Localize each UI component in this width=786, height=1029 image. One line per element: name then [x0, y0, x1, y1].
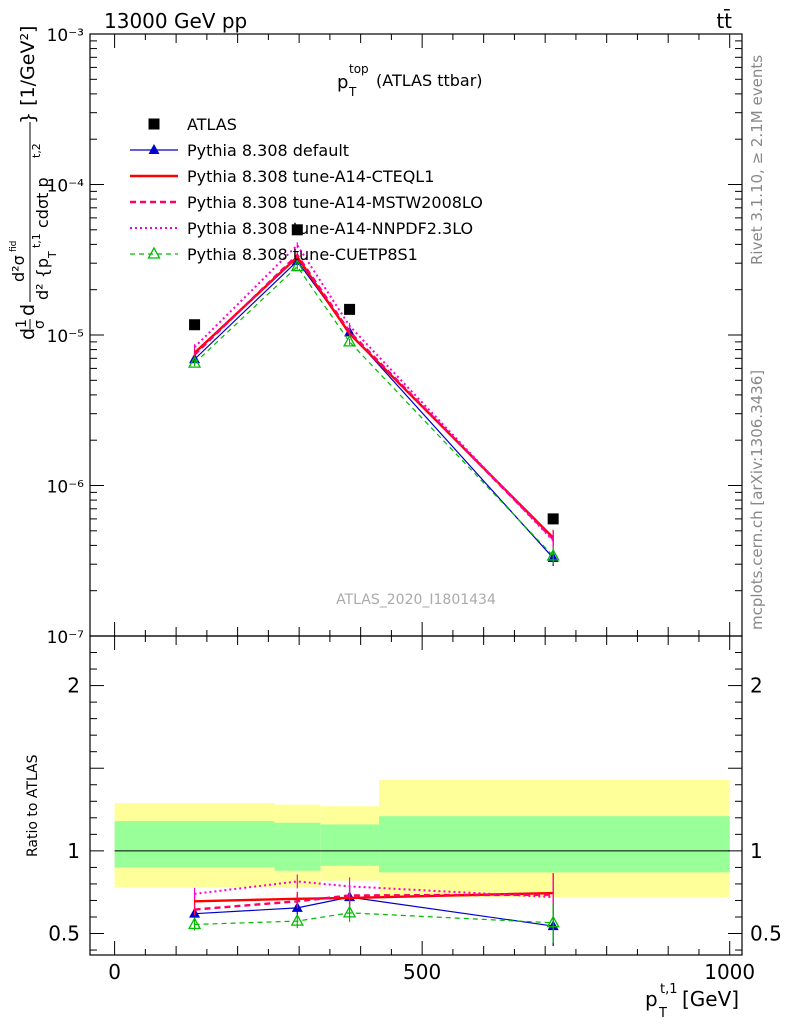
main-cuetp8s1-line — [194, 265, 554, 557]
main-nnpdf-line — [193, 243, 554, 542]
legend-default-marker — [148, 144, 160, 154]
ratio-panel: 0.5 0.5 1 1 2 2 0 500 1000 — [48, 34, 782, 984]
legend-mstw-label: Pythia 8.308 tune-A14-MSTW2008LO — [187, 193, 483, 212]
atlas-data-point — [547, 513, 559, 525]
process-label: tt̄ — [716, 8, 732, 33]
y-tick-label: 10⁻⁴ — [47, 177, 85, 197]
ratio-y-tick-label-right: 1 — [750, 839, 763, 863]
legend-default-label: Pythia 8.308 default — [187, 141, 349, 160]
y-tick-label: 10⁻⁵ — [47, 327, 84, 347]
main-cuetp8s1-point — [187, 355, 202, 368]
ratio-y-tick-label-left: 2 — [67, 674, 80, 698]
ratio-cuetp8s1-point — [342, 905, 357, 918]
ratio-ylabel: Ratio to ATLAS — [25, 754, 41, 857]
ylabel-h: T — [46, 251, 59, 259]
x-tick-label: 500 — [403, 960, 441, 984]
ratio-y-tick-label-left: 1 — [67, 839, 80, 863]
xlabel-main: p — [645, 987, 658, 1011]
xlabel-sup: t,1 — [660, 982, 678, 997]
ratio-cuetp8s1-point — [187, 917, 202, 930]
main-title: p top T (ATLAS ttbar) — [337, 62, 483, 99]
ylabel-f: fid — [9, 241, 19, 252]
source-label: mcplots.cern.ch [arXiv:1306.3436] — [748, 370, 766, 630]
ratio-band-inner — [114, 821, 275, 868]
rivet-label: Rivet 3.1.10, ≥ 2.1M events — [748, 55, 766, 265]
legend-item-mstw: Pythia 8.308 tune-A14-MSTW2008LO — [130, 193, 483, 212]
legend-item-cuetp8s1: Pythia 8.308 tune-CUETP8S1 — [130, 245, 418, 264]
legend-cteql1-label: Pythia 8.308 tune-A14-CTEQL1 — [187, 167, 434, 186]
legend-item-default: Pythia 8.308 default — [130, 141, 349, 160]
ylabel-i: t,1 — [30, 233, 43, 248]
main-default-line — [194, 260, 554, 559]
main-mstw-line — [193, 253, 555, 541]
ratio-band-inner — [274, 822, 321, 871]
ylabel-g: d² {p — [33, 258, 52, 300]
atlas-data-point — [344, 303, 356, 315]
ratio-cuetp8s1-line — [194, 912, 554, 926]
x-tick-label: 1000 — [704, 960, 755, 984]
main-ylabel: d 1 σ d d²σ fid d² {p T t,1 cdσt p t,2 }… — [9, 26, 59, 340]
ratio-frame — [89, 635, 743, 956]
svg-text:p: p — [337, 72, 348, 93]
main-cteql1-line — [193, 255, 555, 539]
analysis-watermark: ATLAS_2020_I1801434 — [336, 592, 496, 608]
ylabel-k: t,2 — [30, 143, 43, 158]
svg-text:d: d — [17, 328, 39, 340]
title-sub: T — [348, 85, 357, 99]
legend-cuetp8s1-marker — [147, 246, 161, 259]
legend-atlas-marker — [148, 118, 160, 130]
title-sup: top — [349, 62, 369, 76]
legend-item-nnpdf: Pythia 8.308 tune-A14-NNPDF2.3LO — [130, 219, 473, 238]
ylabel-a: d — [17, 328, 39, 340]
ratio-y-tick-label-left: 0.5 — [48, 922, 80, 946]
ratio-band-inner — [379, 816, 730, 873]
atlas-data-point — [291, 224, 303, 236]
ylabel-d: d — [17, 304, 39, 316]
ratio-cuetp8s1-point — [546, 915, 560, 928]
legend-item-cteql1: Pythia 8.308 tune-A14-CTEQL1 — [130, 167, 434, 186]
ratio-mstw-line — [194, 893, 554, 911]
xlabel-sub: T — [658, 1006, 667, 1021]
y-tick-label: 10⁻⁷ — [47, 628, 85, 648]
main-panel: 10⁻⁷ 10⁻⁶ 10⁻⁵ 10⁻⁴ 10⁻³ — [47, 26, 743, 648]
ratio-nnpdf-line — [194, 880, 554, 899]
x-tick-label: 0 — [108, 960, 121, 984]
ylabel-j: cdσt p — [33, 177, 52, 228]
ylabel-e: d²σ — [9, 255, 28, 282]
title-main: p — [337, 72, 348, 93]
title-rest: (ATLAS ttbar) — [376, 71, 483, 90]
ratio-y-tick-label-right: 2 — [750, 674, 763, 698]
legend-item-atlas: ATLAS — [148, 115, 237, 134]
main-cuetp8s1-point — [290, 259, 304, 272]
legend-cuetp8s1-label: Pythia 8.308 tune-CUETP8S1 — [187, 245, 418, 264]
ratio-cteql1-line — [194, 891, 554, 903]
ratio-cuetp8s1-point — [290, 913, 304, 926]
xlabel: p t,1 T [GeV] — [645, 982, 739, 1021]
legend-atlas-label: ATLAS — [187, 115, 237, 134]
main-cuetp8s1-point — [546, 548, 560, 561]
ylabel-l: } [1/GeV²] — [17, 26, 39, 124]
ratio-y-tick-label-right: 0.5 — [750, 922, 782, 946]
energy-label: 13000 GeV pp — [104, 9, 247, 33]
ratio-band-inner — [320, 824, 380, 866]
legend-nnpdf-label: Pythia 8.308 tune-A14-NNPDF2.3LO — [187, 219, 473, 238]
y-tick-label: 10⁻³ — [47, 26, 84, 46]
ratio-default-line — [194, 896, 554, 927]
ylabel-b: 1 — [14, 319, 30, 328]
legend: ATLAS Pythia 8.308 default Pythia 8.308 tu… — [130, 115, 483, 264]
atlas-data-point — [189, 319, 201, 331]
main-cuetp8s1-point — [342, 334, 357, 347]
y-tick-label: 10⁻⁶ — [47, 478, 85, 498]
ylabel-c: σ — [32, 320, 48, 329]
xlabel-unit: [GeV] — [682, 987, 739, 1011]
